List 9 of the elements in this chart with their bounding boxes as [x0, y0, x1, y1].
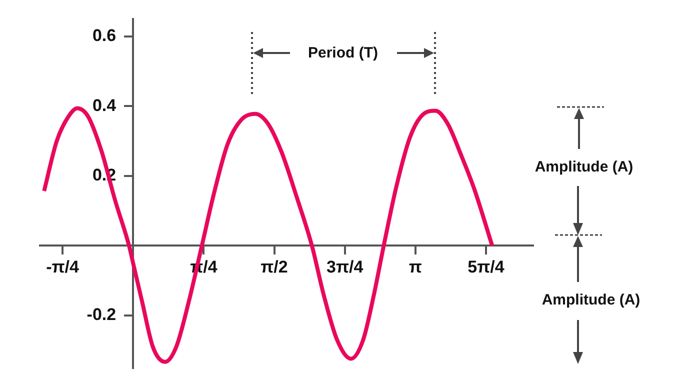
x-tick-label: 3π/4	[326, 258, 364, 277]
x-tick-label: -π/4	[46, 258, 80, 277]
y-tick-label: 0.6	[92, 26, 134, 46]
x-tick-label: π	[408, 258, 422, 277]
x-tick-label: 5π/4	[468, 258, 505, 277]
y-tick-label: 0.4	[92, 96, 134, 115]
annotation: Period (T)	[308, 44, 378, 62]
y-tick-label: -0.2	[86, 305, 134, 324]
x-tick-label: π/2	[260, 258, 288, 277]
